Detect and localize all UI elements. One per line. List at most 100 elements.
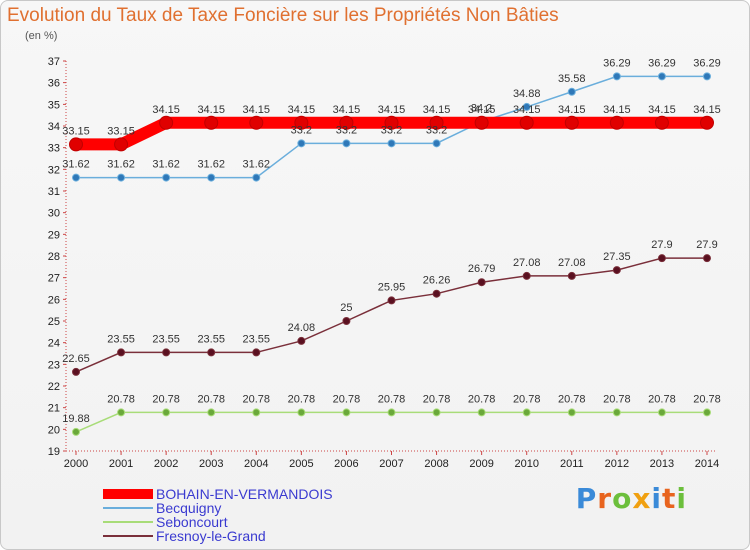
data-label: 20.78 <box>333 393 361 405</box>
data-point <box>342 408 351 417</box>
data-label: 24.08 <box>288 322 316 334</box>
legend-label: BOHAIN-EN-VERMANDOIS <box>156 486 333 502</box>
data-label: 25 <box>340 302 352 314</box>
logo-letter: i <box>676 482 687 515</box>
data-label: 34.88 <box>513 88 541 100</box>
data-point <box>703 254 711 263</box>
data-point <box>69 137 83 152</box>
y-tick-label: 24 <box>48 338 60 350</box>
series-lines <box>69 72 714 436</box>
legend-label: Fresnoy-le-Grand <box>156 528 266 544</box>
legend-label: Seboncourt <box>156 514 228 530</box>
data-point <box>703 72 711 81</box>
data-label: 33.15 <box>107 125 135 137</box>
data-label: 20.78 <box>243 393 271 405</box>
data-label: 23.55 <box>243 333 271 345</box>
data-point <box>477 408 486 417</box>
data-label: 34.15 <box>648 104 676 116</box>
data-point <box>342 139 351 148</box>
data-point <box>162 348 171 357</box>
x-tick-label: 2004 <box>244 458 268 470</box>
data-label: 20.78 <box>107 393 135 405</box>
y-tick-label: 31 <box>48 186 60 198</box>
data-label: 20.78 <box>378 393 406 405</box>
y-tick-label: 32 <box>48 164 60 176</box>
y-tick-label: 36 <box>48 78 60 90</box>
data-label: 36.29 <box>693 57 721 69</box>
data-label: 25.95 <box>378 281 406 293</box>
data-label: 27.35 <box>603 251 631 263</box>
data-label: 34.15 <box>378 104 406 116</box>
data-point <box>207 408 216 417</box>
data-label: 23.55 <box>152 333 180 345</box>
data-point <box>249 115 264 130</box>
data-label: 34.15 <box>693 104 721 116</box>
x-tick-label: 2003 <box>199 458 223 470</box>
data-label: 34.2 <box>471 103 492 115</box>
y-tick-label: 30 <box>48 208 60 220</box>
logo-letter: t <box>662 482 677 515</box>
data-label: 34.15 <box>603 104 631 116</box>
y-tick-label: 27 <box>48 273 60 285</box>
y-tick-label: 29 <box>48 229 60 241</box>
data-label: 20.78 <box>558 393 586 405</box>
data-label: 27.08 <box>558 257 586 269</box>
data-point <box>339 115 354 130</box>
x-tick-label: 2009 <box>469 458 493 470</box>
data-label: 34.15 <box>288 104 316 116</box>
chart-title: Evolution du Taux de Taxe Foncière sur l… <box>7 5 559 26</box>
x-tick-label: 2001 <box>109 458 133 470</box>
data-point <box>117 348 126 357</box>
data-point <box>117 173 126 182</box>
data-point <box>522 408 531 417</box>
x-tick-label: 2010 <box>514 458 538 470</box>
data-point <box>564 115 579 130</box>
data-point <box>432 139 441 148</box>
logo-letter: x <box>632 482 652 515</box>
data-point <box>252 173 261 182</box>
data-label: 23.55 <box>107 333 135 345</box>
data-label: 34.15 <box>333 104 361 116</box>
x-tick-label: 2002 <box>154 458 178 470</box>
data-point <box>117 408 126 417</box>
data-label: 34.15 <box>243 104 271 116</box>
data-point <box>609 115 624 130</box>
data-label: 20.78 <box>693 393 721 405</box>
data-label: 26.79 <box>468 263 496 275</box>
data-point <box>612 408 621 417</box>
data-label: 34.15 <box>197 104 225 116</box>
data-point <box>700 115 714 130</box>
data-label: 20.78 <box>423 393 451 405</box>
x-tick-label: 2000 <box>64 458 88 470</box>
logo-letter: o <box>612 482 633 515</box>
data-label: 27.08 <box>513 257 541 269</box>
legend-label: Becquigny <box>156 500 221 516</box>
data-point <box>387 296 396 305</box>
data-point <box>429 115 444 130</box>
data-point <box>72 367 80 376</box>
data-point <box>657 254 666 263</box>
data-label: 31.62 <box>62 159 90 171</box>
data-label: 34.15 <box>423 104 451 116</box>
y-tick-label: 33 <box>48 143 60 155</box>
data-point <box>567 271 576 280</box>
data-point <box>342 317 351 325</box>
data-label: 31.62 <box>197 159 225 171</box>
x-tick-label: 2008 <box>424 458 448 470</box>
data-label: 27.9 <box>696 239 717 251</box>
y-tick-label: 34 <box>48 121 60 133</box>
x-tick-label: 2006 <box>334 458 358 470</box>
data-point <box>703 408 711 417</box>
data-label: 31.62 <box>107 159 135 171</box>
data-point <box>162 408 171 417</box>
y-tick-label: 28 <box>48 251 60 263</box>
data-label: 33.2 <box>426 124 447 136</box>
data-label: 20.78 <box>603 393 631 405</box>
data-point <box>207 348 216 357</box>
data-point <box>294 115 309 130</box>
data-point <box>612 72 621 81</box>
x-tick-label: 2014 <box>695 458 719 470</box>
x-tick-label: 2011 <box>560 458 584 470</box>
data-point <box>522 102 531 111</box>
